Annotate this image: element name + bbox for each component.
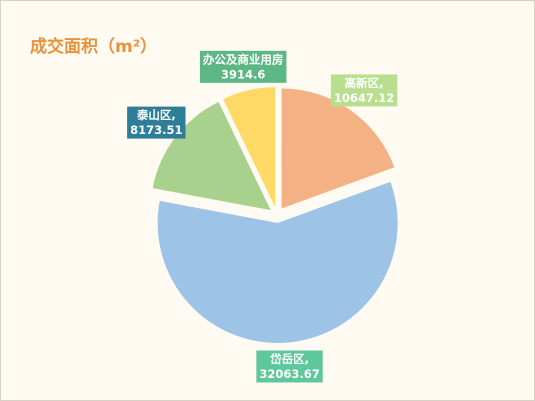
data-label: 高新区,10647.12 (330, 74, 398, 107)
label-category: 高新区, (345, 76, 384, 90)
label-box (199, 50, 287, 83)
label-value: 10647.12 (334, 91, 394, 105)
label-value: 8173.51 (130, 123, 182, 137)
data-label: 泰山区,8173.51 (127, 106, 186, 139)
label-box (330, 74, 398, 107)
data-label: 岱岳区,32063.67 (256, 350, 323, 383)
label-category: 办公及商业用房 (203, 52, 284, 66)
label-category: 岱岳区, (269, 352, 309, 366)
pie-slice (281, 88, 395, 209)
label-box (256, 350, 323, 383)
label-value: 3914.6 (221, 67, 265, 81)
label-box (127, 106, 186, 139)
pie-slice (223, 87, 276, 208)
chart-title: 成交面积（m²） (30, 36, 157, 57)
pie-slice (157, 181, 398, 343)
label-category: 泰山区, (136, 108, 176, 122)
label-value: 32063.67 (259, 367, 319, 381)
pie-slice (152, 102, 271, 211)
